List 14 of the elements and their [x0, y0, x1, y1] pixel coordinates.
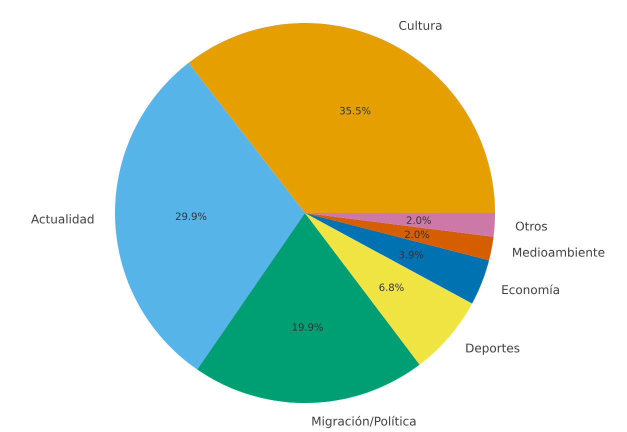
slice-label: Cultura [399, 20, 442, 30]
data-label: 3.9% [399, 250, 424, 258]
data-label: 6.8% [379, 284, 404, 292]
slice-label: Economía [502, 284, 559, 294]
slice-label: Migración/Política [312, 416, 416, 428]
data-label: 2.0% [405, 230, 430, 238]
data-label: 2.0% [406, 216, 431, 224]
slice-label: Deportes [466, 344, 520, 355]
slice-label: Otros [516, 222, 548, 231]
data-label: 29.9% [176, 212, 206, 220]
data-label: 35.5% [340, 106, 370, 114]
slice-label: Actualidad [31, 214, 94, 224]
slice-label: Medioambiente [513, 248, 604, 257]
data-label: 19.9% [292, 323, 323, 331]
